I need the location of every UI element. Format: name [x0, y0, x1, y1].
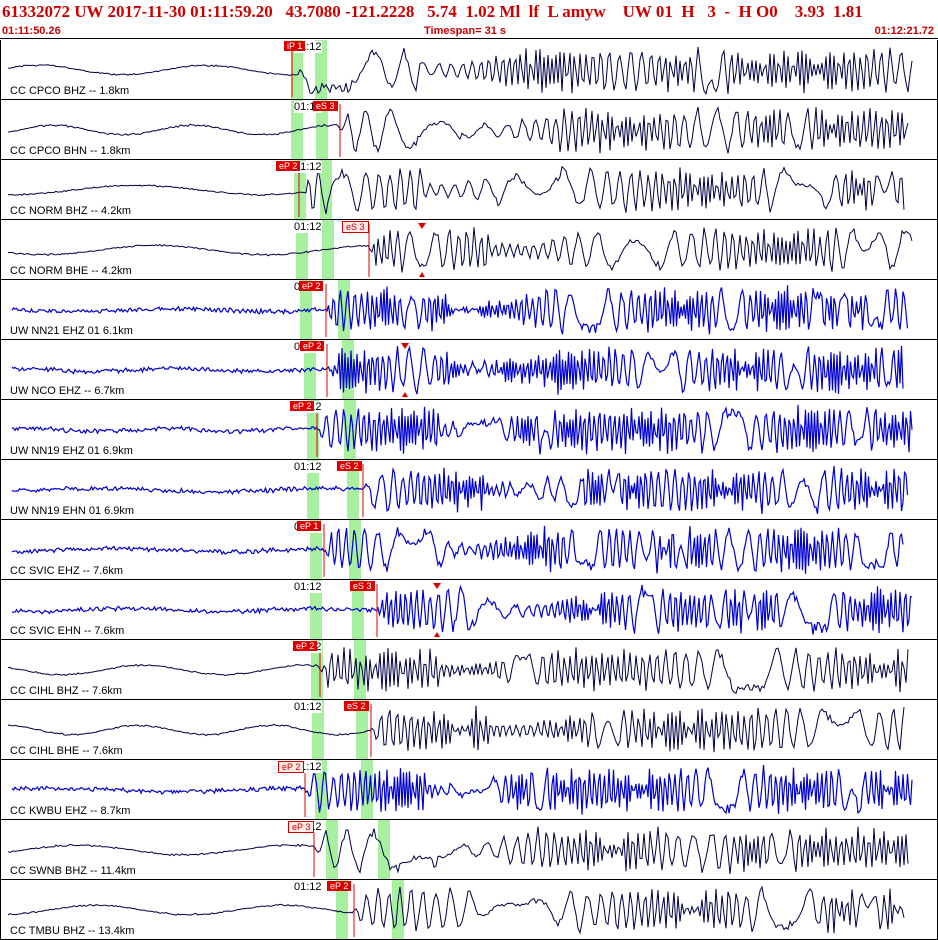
p-arrival-band: [336, 880, 348, 940]
phase-pick-flag[interactable]: eP 3: [288, 821, 315, 833]
waveform-trace: [7, 46, 913, 96]
trace-station-label: CC CPCO BHN -- 1.8km: [10, 145, 131, 157]
seismogram-panel[interactable]: CC CPCO BHZ -- 1.8km 01:12 iP 1 CC CPCO BHN…: [0, 40, 938, 940]
trace-station-label: UW NN19 EHZ 01 6.9km: [10, 445, 133, 457]
phase-pick-flag[interactable]: eP 2: [299, 281, 324, 291]
trace-station-label: UW NN19 EHN 01 6.9km: [10, 505, 135, 517]
trace-time-mark: 01:12: [294, 161, 322, 173]
waveform-trace: [11, 404, 913, 455]
waveform-trace: [7, 705, 905, 753]
phase-pick-flag[interactable]: eP 2: [276, 161, 301, 171]
amplitude-tick-icon: [418, 223, 426, 229]
trace-time-mark: 01:12: [294, 581, 322, 593]
p-arrival-band: [307, 400, 319, 460]
s-arrival-band: [356, 700, 368, 760]
phase-pick-flag[interactable]: eS 2: [337, 461, 362, 471]
phase-pick-flag[interactable]: eP 2: [300, 341, 325, 351]
p-arrival-band: [312, 700, 324, 760]
trace-time-mark: 01:12: [294, 881, 322, 893]
waveform-trace: [7, 885, 905, 935]
waveform-trace: [11, 584, 912, 635]
trace-station-label: CC NORM BHZ -- 4.2km: [10, 205, 131, 217]
s-arrival-band: [320, 160, 332, 220]
trace-station-label: CC TMBU BHZ -- 13.4km: [10, 925, 135, 937]
waveform-trace: [7, 105, 909, 154]
s-arrival-band: [378, 820, 390, 880]
amplitude-tick-icon: [433, 583, 441, 589]
trace-station-label: CC SWNB BHZ -- 11.4km: [10, 865, 136, 877]
seismogram-traces-canvas[interactable]: [0, 40, 938, 940]
waveform-trace: [11, 345, 904, 395]
trace-time-mark: 0: [294, 281, 301, 293]
phase-pick-flag[interactable]: eS 2: [344, 701, 369, 711]
waveform-trace: [7, 826, 909, 875]
waveform-trace: [11, 525, 904, 574]
trace-station-label: UW NCO EHZ -- 6.7km: [10, 385, 125, 397]
trace-station-label: CC KWBU EHZ -- 8.7km: [10, 805, 131, 817]
phase-pick-flag[interactable]: eS 3: [313, 101, 338, 111]
s-arrival-band: [322, 220, 334, 280]
phase-pick-flag[interactable]: eP 2: [278, 761, 305, 773]
trace-station-label: CC NORM BHE -- 4.2km: [10, 265, 132, 277]
s-arrival-band: [316, 100, 328, 160]
trace-station-label: CC CIHL BHZ -- 7.6km: [10, 685, 123, 697]
phase-pick-flag[interactable]: iP 1: [284, 41, 306, 51]
trace-station-label: CC CIHL BHE -- 7.6km: [10, 745, 123, 757]
amplitude-tick-icon: [419, 272, 425, 277]
trace-station-label: CC SVIC EHZ -- 7.6km: [10, 565, 124, 577]
waveform-trace: [11, 466, 909, 515]
p-arrival-band: [307, 460, 319, 520]
waveform-trace: [11, 765, 913, 815]
trace-time-mark: 01:12: [294, 701, 322, 713]
s-arrival-band: [315, 40, 327, 100]
waveform-trace: [7, 227, 913, 273]
p-arrival-band: [326, 820, 338, 880]
amplitude-tick-icon: [401, 343, 409, 349]
phase-pick-flag[interactable]: eS 3: [350, 581, 375, 591]
p-arrival-band: [291, 40, 303, 100]
trace-station-label: CC CPCO BHZ -- 1.8km: [10, 85, 130, 97]
trace-time-mark: 01:12: [294, 221, 322, 233]
event-header: 61332072 UW 2017-11-30 01:11:59.20 43.70…: [0, 0, 938, 40]
p-arrival-band: [294, 160, 306, 220]
phase-pick-flag[interactable]: eP 2: [327, 881, 352, 891]
trace-time-mark: 01:12: [294, 461, 322, 473]
s-arrival-band: [354, 640, 366, 700]
phase-pick-flag[interactable]: eP 1: [297, 521, 322, 531]
s-arrival-band: [349, 520, 361, 580]
waveform-trace: [7, 165, 905, 214]
timespan-label: Timespan= 31 s: [424, 25, 507, 37]
waveform-trace: [11, 285, 909, 335]
amplitude-tick-icon: [402, 392, 408, 397]
p-arrival-band: [300, 280, 312, 340]
phase-pick-flag[interactable]: eP 2: [293, 641, 318, 651]
start-time-label: 01:11:50.26: [2, 25, 61, 37]
event-summary-title: 61332072 UW 2017-11-30 01:11:59.20 43.70…: [2, 2, 863, 21]
phase-pick-flag[interactable]: eP 2: [290, 401, 315, 411]
waveform-trace: [7, 647, 909, 695]
p-arrival-band: [296, 220, 308, 280]
trace-station-label: CC SVIC EHN -- 7.6km: [10, 625, 125, 637]
amplitude-tick-icon: [434, 632, 440, 637]
header-divider: [0, 38, 938, 39]
phase-pick-flag[interactable]: eS 3: [342, 221, 369, 233]
p-arrival-band: [310, 520, 322, 580]
end-time-label: 01:12:21.72: [874, 25, 934, 37]
trace-station-label: UW NN21 EHZ 01 6.1km: [10, 325, 133, 337]
s-arrival-band: [347, 460, 359, 520]
